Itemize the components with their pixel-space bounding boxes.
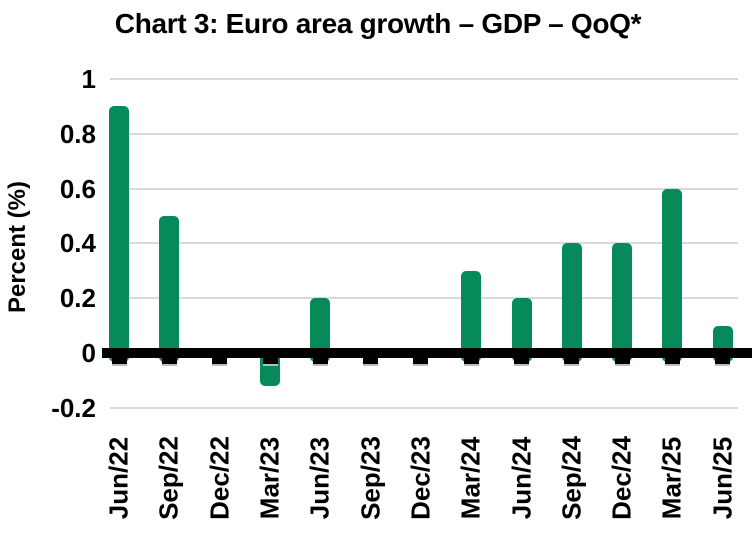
bar — [511, 298, 532, 362]
axis-tick-mark — [715, 358, 731, 364]
bar — [561, 243, 582, 362]
y-tick-label: 0.8 — [59, 118, 96, 149]
x-tick-label: Dec/24 — [606, 436, 637, 520]
gridline — [110, 242, 738, 245]
x-tick-label: Sep/23 — [355, 436, 386, 520]
axis-tick-mark — [161, 358, 177, 364]
axis-tick-mark — [463, 358, 479, 364]
x-tick-label: Jun/24 — [506, 436, 537, 520]
bar — [461, 270, 482, 362]
axis-tick-mark — [262, 358, 278, 364]
x-tick-label: Jun/25 — [707, 436, 738, 520]
x-tick-label: Mar/23 — [254, 436, 285, 520]
x-tick-label: Dec/23 — [405, 436, 436, 520]
gridline — [110, 406, 738, 409]
x-tick-label: Sep/24 — [556, 436, 587, 520]
axis-tick-mark — [514, 358, 530, 364]
x-tick-label: Sep/22 — [153, 436, 184, 520]
x-axis-line — [102, 348, 752, 358]
bar — [612, 243, 633, 362]
axis-tick-mark — [614, 358, 630, 364]
x-tick-label: Mar/25 — [656, 436, 687, 520]
y-tick-label: 0.2 — [59, 283, 96, 314]
x-tick-label: Dec/22 — [204, 436, 235, 520]
y-tick-label: 1 — [81, 64, 96, 94]
axis-tick-mark — [312, 358, 328, 364]
x-tick-label: Jun/22 — [103, 436, 134, 520]
axis-tick-mark — [413, 358, 429, 364]
y-tick-label: -0.2 — [51, 392, 96, 423]
bar — [159, 216, 180, 362]
x-tick-label: Jun/23 — [304, 436, 335, 520]
y-tick-label: 0 — [81, 338, 96, 368]
axis-tick-mark — [363, 358, 379, 364]
x-tick-label: Mar/24 — [455, 436, 486, 520]
gridline — [110, 78, 738, 80]
axis-tick-mark — [212, 358, 228, 364]
axis-tick-mark — [564, 358, 580, 364]
y-tick-label: 0.6 — [59, 173, 96, 204]
axis-tick-mark — [111, 358, 127, 364]
bar — [109, 106, 130, 362]
bar — [662, 188, 683, 362]
gridline — [110, 187, 738, 190]
gridline — [110, 297, 738, 300]
axis-tick-mark — [664, 358, 680, 364]
y-tick-label: 0.4 — [59, 228, 96, 259]
bar — [310, 298, 331, 362]
chart-title: Chart 3: Euro area growth – GDP – QoQ* — [114, 8, 642, 39]
gridline — [110, 132, 738, 135]
